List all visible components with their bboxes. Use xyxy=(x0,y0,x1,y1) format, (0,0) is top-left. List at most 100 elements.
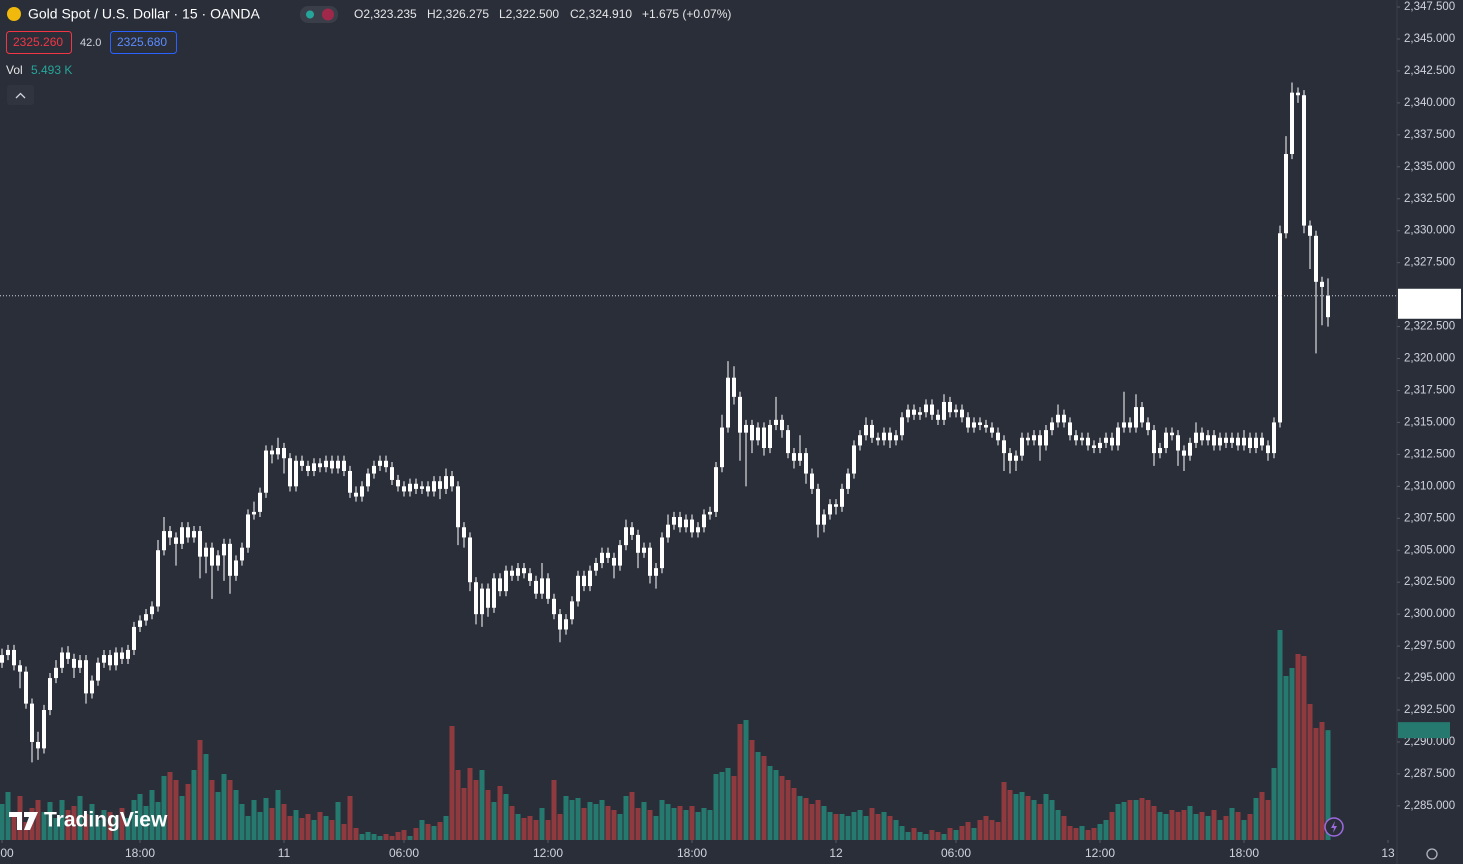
volume-bar xyxy=(23,822,29,840)
candle-body xyxy=(1320,281,1324,287)
volume-bar xyxy=(935,832,941,840)
volume-bar xyxy=(1181,810,1187,840)
sell-button[interactable] xyxy=(6,31,72,54)
volume-bar xyxy=(923,834,929,840)
y-tick-label: 2,322.500 xyxy=(1404,321,1455,333)
bid-price[interactable]: 2325.260 xyxy=(13,35,63,49)
candle-body xyxy=(966,417,970,428)
candle-body xyxy=(1128,422,1132,428)
candle-body xyxy=(294,460,298,487)
y-tick-label: 2,335.000 xyxy=(1404,161,1455,173)
candle-body xyxy=(972,422,976,428)
volume-bar xyxy=(479,770,485,840)
candle-body xyxy=(498,578,502,592)
x-tick-label: 06:00 xyxy=(389,846,419,860)
volume-bar xyxy=(1163,814,1169,840)
ohlc-high: H2,326.275 xyxy=(427,7,489,21)
buy-button[interactable] xyxy=(110,31,177,54)
candle-body xyxy=(438,481,442,489)
volume-bar xyxy=(803,798,809,840)
x-tick-label: 18:00 xyxy=(677,846,707,860)
candle-body xyxy=(1326,295,1330,318)
candle-body xyxy=(1170,432,1174,436)
volume-bar xyxy=(1241,820,1247,840)
volume-bar xyxy=(887,816,893,840)
volume-bar xyxy=(1259,792,1265,840)
candle-body xyxy=(312,463,316,471)
volume-bar xyxy=(347,796,353,840)
candle-body xyxy=(900,417,904,436)
candle-body xyxy=(306,465,310,471)
ask-price[interactable]: 2325.680 xyxy=(117,35,167,49)
candle-body xyxy=(384,460,388,468)
volume-bar xyxy=(941,834,947,840)
candle-body xyxy=(66,652,70,659)
volume-label-box xyxy=(1398,722,1450,739)
candle-body xyxy=(564,619,568,630)
volume-bar xyxy=(179,796,185,840)
candle-body xyxy=(168,531,172,538)
volume-bar xyxy=(755,752,761,840)
candle-body xyxy=(1296,92,1300,96)
candle-body xyxy=(48,678,52,711)
volume-bar xyxy=(131,800,137,840)
volume-bar xyxy=(581,808,587,840)
volume-bar xyxy=(1115,804,1121,840)
volume-bar xyxy=(761,756,767,840)
settings-button[interactable] xyxy=(1426,848,1438,860)
candle-body xyxy=(1116,427,1120,446)
candle-body xyxy=(720,427,724,468)
candle-body xyxy=(828,504,832,515)
y-tick-label: 2,290.000 xyxy=(1404,736,1455,748)
candle-body xyxy=(1122,422,1126,428)
volume-bar xyxy=(809,804,815,840)
candle-body xyxy=(732,377,736,397)
volume-bar xyxy=(1079,826,1085,840)
candle-body xyxy=(114,652,118,666)
y-tick-label: 2,330.000 xyxy=(1404,225,1455,237)
y-tick-label: 2,332.500 xyxy=(1404,193,1455,205)
candle-body xyxy=(1158,447,1162,454)
candle-body xyxy=(576,575,580,602)
candle-body xyxy=(228,543,232,576)
volume-bar xyxy=(221,774,227,840)
volume-bar xyxy=(659,800,665,840)
volume-bar xyxy=(1049,800,1055,840)
candle-body xyxy=(990,427,994,433)
candle-body xyxy=(234,560,238,576)
candle-body xyxy=(744,424,748,433)
candle-body xyxy=(504,570,508,592)
collapse-button[interactable] xyxy=(7,85,34,105)
volume-bar xyxy=(251,800,257,840)
watermark: TradingView xyxy=(44,809,168,832)
candle-body xyxy=(1254,437,1258,448)
volume-bar xyxy=(311,820,317,840)
candle-body xyxy=(1308,225,1312,236)
volume-bar xyxy=(1301,656,1307,840)
candle-body xyxy=(408,483,412,492)
candle-body xyxy=(1194,432,1198,443)
volume-bar xyxy=(275,790,281,840)
candle-body xyxy=(750,424,754,441)
candle-body xyxy=(150,606,154,615)
volume-bar xyxy=(815,800,821,840)
candle-body xyxy=(1140,407,1144,423)
volume-bar xyxy=(821,806,827,840)
volume-bar xyxy=(551,780,557,840)
volume-bar xyxy=(1289,668,1295,840)
candle-body xyxy=(762,427,766,448)
volume-bar xyxy=(869,808,875,840)
candle-body xyxy=(708,511,712,515)
volume-bar xyxy=(839,814,845,840)
candle-body xyxy=(1182,450,1186,456)
volume-bar xyxy=(665,804,671,840)
symbol-title[interactable]: Gold Spot / U.S. Dollar · 15 · OANDA xyxy=(28,6,261,22)
volume-bar xyxy=(395,832,401,840)
volume-bar xyxy=(455,770,461,840)
candle-body xyxy=(894,435,898,441)
volume-bar xyxy=(71,806,77,840)
candle-body xyxy=(222,543,226,556)
volume-bar xyxy=(635,808,641,840)
volume-bar xyxy=(1217,820,1223,840)
candle-body xyxy=(378,460,382,466)
